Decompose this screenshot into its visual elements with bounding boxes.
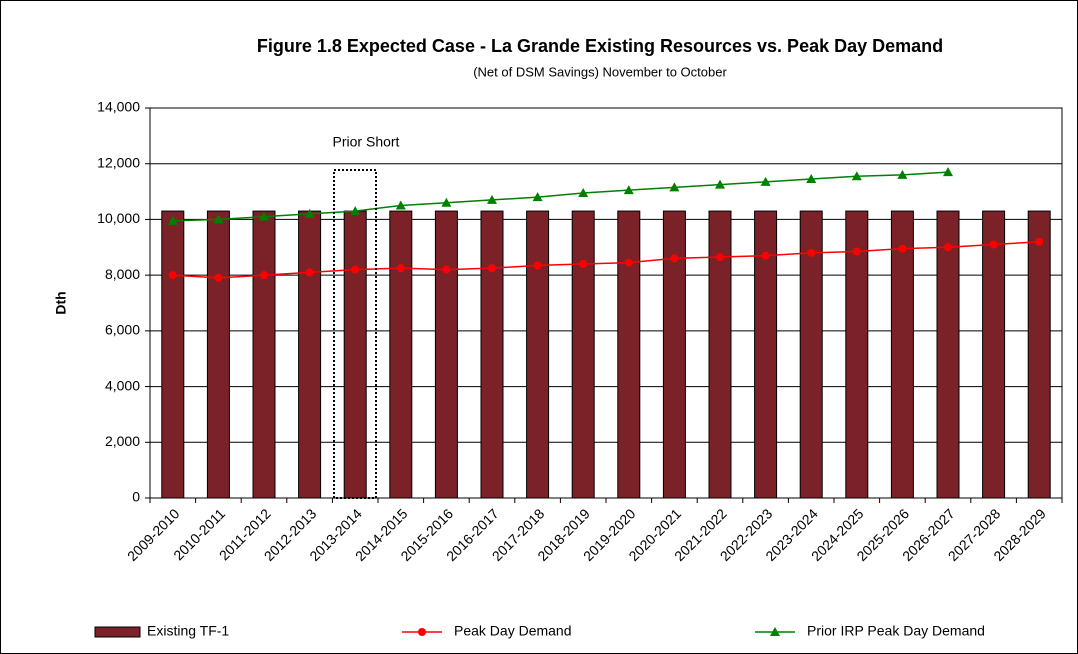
marker [213, 214, 224, 224]
y-axis-label: Dth [53, 291, 69, 314]
annotation: Prior Short [333, 134, 400, 150]
marker [898, 244, 907, 253]
legend-marker [418, 628, 426, 636]
marker [578, 187, 589, 197]
legend-swatch [94, 626, 141, 638]
marker [670, 254, 679, 263]
bar [890, 210, 914, 499]
y-tick-label: 2,000 [105, 433, 140, 449]
y-tick-label: 8,000 [105, 266, 140, 282]
marker [579, 260, 588, 268]
marker [716, 253, 724, 262]
bar [982, 210, 1006, 499]
y-tick-label: 4,000 [105, 377, 140, 393]
bar [480, 210, 504, 499]
marker [167, 215, 178, 225]
bar [845, 210, 869, 499]
marker [532, 192, 543, 202]
bar [1027, 210, 1051, 499]
marker [304, 208, 315, 218]
bar [343, 210, 367, 499]
y-tick-label: 10,000 [97, 210, 140, 226]
marker [441, 197, 452, 207]
annotation-box [333, 169, 377, 499]
bar [936, 210, 960, 499]
marker [943, 167, 953, 177]
bar [754, 210, 778, 499]
y-tick-label: 12,000 [97, 154, 140, 170]
legend-label: Peak Day Demand [454, 623, 572, 639]
marker [214, 273, 223, 282]
legend-label: Prior IRP Peak Day Demand [807, 623, 985, 639]
marker [260, 271, 268, 280]
bar [571, 210, 595, 499]
y-tick-label: 0 [132, 489, 140, 505]
marker [669, 182, 680, 192]
bar [526, 210, 550, 499]
legend-marker [770, 627, 780, 636]
bar [434, 210, 458, 499]
bar [799, 210, 823, 499]
marker [715, 179, 725, 189]
marker [351, 265, 360, 274]
marker [396, 264, 405, 273]
marker [760, 176, 771, 186]
bar [252, 210, 276, 499]
bar [161, 210, 185, 499]
marker [944, 243, 952, 252]
marker [1035, 237, 1044, 246]
marker [806, 174, 817, 184]
marker [350, 206, 361, 216]
marker [624, 258, 633, 267]
bar [298, 210, 322, 499]
marker [168, 271, 177, 280]
bar [662, 210, 686, 499]
line [172, 171, 949, 222]
marker [807, 248, 816, 257]
bar [708, 210, 732, 499]
marker [533, 261, 542, 270]
marker [989, 240, 998, 249]
marker [305, 268, 314, 277]
marker [761, 251, 770, 260]
marker [487, 194, 497, 204]
marker [897, 169, 908, 179]
bar [617, 210, 641, 499]
marker [442, 265, 451, 274]
chart-subtitle: (Net of DSM Savings) November to October [473, 64, 727, 79]
marker [623, 185, 634, 195]
marker [851, 171, 862, 181]
marker [488, 264, 496, 273]
marker [259, 211, 269, 221]
y-tick-label: 6,000 [105, 322, 140, 338]
line [172, 240, 1040, 279]
legend-label: Existing TF-1 [147, 623, 229, 639]
marker [852, 247, 861, 256]
chart-title: Figure 1.8 Expected Case - La Grande Exi… [257, 36, 943, 56]
bar [389, 210, 413, 499]
marker [395, 200, 406, 210]
y-tick-label: 14,000 [97, 99, 140, 115]
bar [206, 210, 230, 499]
